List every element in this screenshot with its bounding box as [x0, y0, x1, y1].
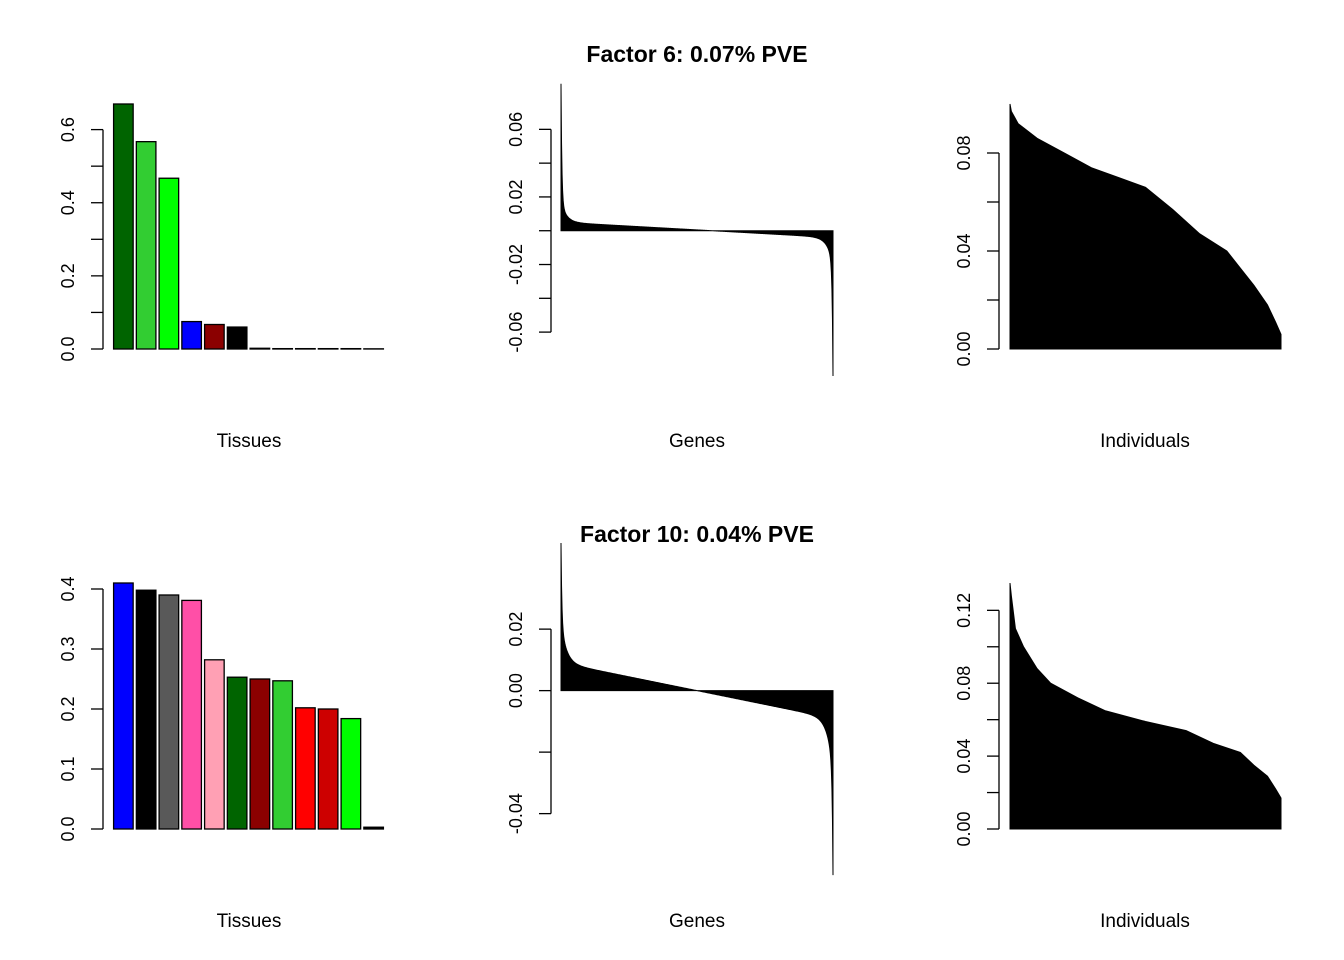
x-axis-label: Tissues	[217, 911, 282, 932]
bar	[181, 599, 203, 830]
panel-genes: -0.04 0.00 0.02 Genes	[506, 543, 834, 932]
bar	[226, 676, 248, 830]
y-tick-label: 0.06	[506, 112, 526, 147]
y-tick-label: 0.2	[58, 263, 78, 288]
y-tick-label: 0.08	[954, 135, 974, 170]
loading-area	[560, 83, 834, 377]
loading-area	[560, 543, 834, 876]
y-tick-label: 0.08	[954, 666, 974, 701]
chart-title: Factor 6: 0.07% PVE	[586, 41, 807, 67]
panel-tissues: 0.0 0.2 0.4 0.6 Tissues	[58, 103, 385, 452]
y-tick-label: 0.1	[58, 756, 78, 781]
bar	[226, 326, 248, 350]
bar	[294, 707, 316, 830]
y-tick-label: 0.6	[58, 117, 78, 142]
y-tick-label: 0.0	[58, 816, 78, 841]
bar	[203, 659, 225, 830]
factor-1: Factor 6: 0.07% PVE 0.0 0.2 0.4 0.6 Tissues -0…	[58, 41, 1282, 452]
bar	[135, 589, 157, 830]
y-tick-label: 0.2	[58, 696, 78, 721]
x-axis-label: Individuals	[1100, 431, 1190, 452]
panel-individuals: 0.00 0.04 0.08 0.12 Individuals	[954, 582, 1282, 932]
bar	[112, 103, 134, 350]
x-axis-label: Genes	[669, 431, 725, 452]
y-tick-label: 0.04	[954, 233, 974, 268]
bar	[272, 680, 294, 830]
y-tick-label: 0.00	[954, 811, 974, 846]
y-tick-label: 0.02	[506, 612, 526, 647]
bar	[135, 141, 157, 350]
y-tick-label: 0.02	[506, 179, 526, 214]
bar	[249, 678, 271, 830]
bar	[181, 320, 203, 350]
y-tick-label: 0.3	[58, 636, 78, 661]
factor-2: Factor 10: 0.04% PVE 0.0 0.1 0.2 0.3 0.4 Tissu…	[58, 521, 1282, 932]
bar	[203, 323, 225, 350]
y-tick-label: 0.12	[954, 593, 974, 628]
bar	[112, 582, 134, 830]
bar	[317, 708, 339, 830]
y-tick-label: -0.04	[506, 793, 526, 834]
y-tick-label: 0.04	[954, 739, 974, 774]
x-axis-label: Individuals	[1100, 911, 1190, 932]
bar	[249, 347, 271, 350]
y-tick-label: -0.06	[506, 312, 526, 353]
panel-tissues: 0.0 0.1 0.2 0.3 0.4 Tissues	[58, 576, 385, 932]
loading-area	[1009, 582, 1282, 830]
y-tick-label: -0.02	[506, 244, 526, 285]
bar	[158, 177, 180, 350]
y-tick-label: 0.0	[58, 336, 78, 361]
bar	[340, 717, 362, 830]
panel-genes: -0.06 -0.02 0.02 0.06 Genes	[506, 83, 834, 452]
x-axis-label: Genes	[669, 911, 725, 932]
x-axis-label: Tissues	[217, 431, 282, 452]
bar	[158, 594, 180, 830]
y-tick-label: 0.00	[954, 331, 974, 366]
chart-title: Factor 10: 0.04% PVE	[580, 521, 814, 547]
panel-individuals: 0.00 0.04 0.08 Individuals	[954, 103, 1282, 452]
y-tick-label: 0.4	[58, 576, 78, 601]
bar	[363, 826, 385, 830]
y-tick-label: 0.4	[58, 190, 78, 215]
y-tick-label: 0.00	[506, 673, 526, 708]
loading-area	[1009, 103, 1282, 350]
